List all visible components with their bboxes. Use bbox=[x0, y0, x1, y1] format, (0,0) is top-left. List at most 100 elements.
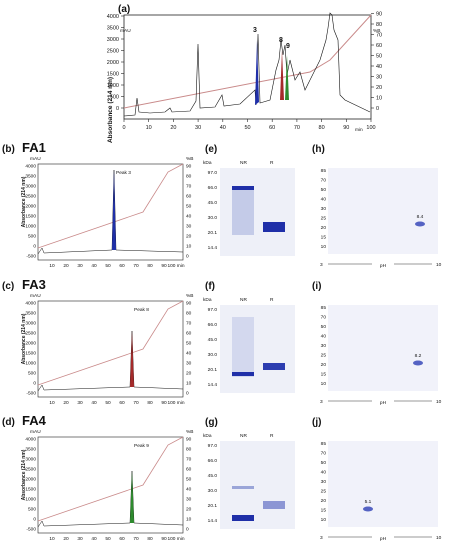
twod-y-tick: 10 bbox=[321, 517, 327, 523]
chrom-x-tick: 90 bbox=[161, 536, 167, 542]
chrom-peak-fill bbox=[130, 331, 134, 387]
chrom-y-tick: 4000 bbox=[25, 301, 36, 307]
twod-y-tick: 30 bbox=[321, 479, 327, 485]
chrom-x-tick: 70 bbox=[133, 400, 139, 406]
chrom-peak-label: Peak 9 bbox=[134, 443, 149, 449]
chrom-x-tick: 60 bbox=[119, 536, 125, 542]
gel-band-nr bbox=[232, 186, 254, 190]
chrom-frame bbox=[37, 436, 184, 534]
twod-panel-label: (h) bbox=[312, 144, 325, 155]
twod-spot bbox=[413, 360, 423, 366]
panel-a-peak3-fill bbox=[255, 40, 259, 105]
gel-lane-r: R bbox=[270, 433, 274, 439]
chrom-y2-tick: 80 bbox=[186, 174, 192, 180]
twod-y-tick: 40 bbox=[321, 334, 327, 340]
twod-y-tick: 25 bbox=[321, 489, 327, 495]
panel-a-y-tick: 0 bbox=[116, 106, 119, 112]
chrom-y2-tick: 90 bbox=[186, 437, 192, 443]
gel-image bbox=[220, 168, 295, 256]
chrom-x-tick: 40 bbox=[91, 536, 97, 542]
panel-a-y2-tick: 60 bbox=[376, 43, 382, 49]
panel-a-x-tick: 90 bbox=[343, 125, 349, 131]
chrom-y-tick: 3500 bbox=[25, 447, 36, 453]
twod-y-tick: 25 bbox=[321, 353, 327, 359]
panel-a-y-unit: mAU bbox=[120, 28, 131, 34]
chrom-x-tick: 30 bbox=[77, 536, 83, 542]
chrom-y-tick: 1000 bbox=[25, 224, 36, 230]
gel-marker: 14.4 bbox=[208, 518, 218, 524]
gel-faint-band-nr bbox=[232, 486, 254, 489]
panel-a-y2-tick: 80 bbox=[376, 22, 382, 28]
twod-panel-label: (i) bbox=[312, 281, 321, 292]
panel-a-x-unit: min bbox=[355, 127, 363, 133]
chrom-y2-tick: 50 bbox=[186, 341, 192, 347]
gel-marker: 45.0 bbox=[208, 200, 218, 206]
chrom-y-tick: 500 bbox=[28, 507, 36, 513]
chrom-y-tick: 2000 bbox=[25, 341, 36, 347]
twod-y-tick: 15 bbox=[321, 372, 327, 378]
chrom-y2-tick: 70 bbox=[186, 457, 192, 463]
gel-lane-nr: NR bbox=[240, 297, 247, 303]
panel-a-y-tick: 500 bbox=[110, 95, 119, 101]
chrom-gradient-line bbox=[37, 300, 184, 386]
twod-y-tick: 15 bbox=[321, 508, 327, 514]
twod-y-tick: 15 bbox=[321, 235, 327, 241]
gel-lane-nr: NR bbox=[240, 160, 247, 166]
panel-a-x-tick: 10 bbox=[146, 125, 152, 131]
twod-gel-j: (j) 85 70 50 40 30 25 20 15 10 5.1 3 10 pH bbox=[312, 417, 442, 542]
twod-y-tick: 85 bbox=[321, 168, 327, 174]
chrom-y2-tick: 40 bbox=[186, 487, 192, 493]
chrom-y-unit: mAU bbox=[30, 156, 41, 162]
chrom-x-tick: 30 bbox=[77, 400, 83, 406]
twod-y-tick: 85 bbox=[321, 305, 327, 311]
gel-panel-label: (g) bbox=[205, 417, 218, 428]
twod-ph-left: 3 bbox=[320, 535, 323, 541]
chrom-y2-tick: 30 bbox=[186, 224, 192, 230]
panel-a-x-tick: 80 bbox=[319, 125, 325, 131]
chrom-trace bbox=[37, 330, 184, 392]
gel-panel-label: (f) bbox=[205, 281, 215, 292]
chrom-y2-tick: 30 bbox=[186, 497, 192, 503]
chrom-y-tick: 2000 bbox=[25, 204, 36, 210]
chrom-y-tick: 3000 bbox=[25, 457, 36, 463]
chrom-y2-tick: 50 bbox=[186, 477, 192, 483]
chrom-y2-tick: 40 bbox=[186, 214, 192, 220]
panel-a-y-tick: 4000 bbox=[107, 14, 119, 20]
chrom-y-tick: -500 bbox=[26, 391, 36, 397]
gel-marker: 30.0 bbox=[208, 352, 218, 358]
twod-y-tick: 10 bbox=[321, 244, 327, 250]
chrom-title: FA3 bbox=[22, 277, 46, 292]
chrom-x-tick: 90 bbox=[161, 263, 167, 269]
chrom-y2-tick: 70 bbox=[186, 321, 192, 327]
gel-kda-label: kDa bbox=[203, 433, 212, 439]
panel-a-y-tick: 1500 bbox=[107, 72, 119, 78]
chrom-y2-tick: 60 bbox=[186, 467, 192, 473]
panel-a-y2-tick: 10 bbox=[376, 96, 382, 102]
twod-y-tick: 30 bbox=[321, 206, 327, 212]
panel-a-y-tick: 2000 bbox=[107, 60, 119, 66]
twod-y-tick: 70 bbox=[321, 451, 327, 457]
chrom-y-tick: 2500 bbox=[25, 194, 36, 200]
chrom-y2-tick: 40 bbox=[186, 351, 192, 357]
chrom-x-unit: 100 min bbox=[167, 536, 184, 542]
panel-a-y2-tick: 20 bbox=[376, 85, 382, 91]
chrom-x-tick: 40 bbox=[91, 263, 97, 269]
twod-gel-i: (i) 85 70 50 40 30 25 20 15 10 8.2 3 10 pH bbox=[312, 281, 442, 406]
chrom-y-tick: 2500 bbox=[25, 331, 36, 337]
twod-gel-image bbox=[328, 305, 438, 391]
panel-a-peak3-label: 3 bbox=[253, 27, 257, 34]
chrom-x-tick: 50 bbox=[105, 263, 111, 269]
chrom-y-tick: 3000 bbox=[25, 184, 36, 190]
chrom-y-tick: 4000 bbox=[25, 437, 36, 443]
chrom-y2-tick: 20 bbox=[186, 371, 192, 377]
chrom-peak-label: Peak 8 bbox=[134, 307, 149, 313]
gel-image bbox=[220, 441, 295, 529]
panel-a-y-label: Absorbance (214 nm) bbox=[107, 77, 114, 143]
twod-y-tick: 10 bbox=[321, 381, 327, 387]
twod-y-tick: 40 bbox=[321, 197, 327, 203]
twod-y-tick: 20 bbox=[321, 498, 327, 504]
gel-image bbox=[220, 305, 295, 393]
chrom-x-tick: 30 bbox=[77, 263, 83, 269]
chrom-panel-label: (c) bbox=[2, 281, 14, 292]
chrom-x-tick: 80 bbox=[147, 400, 153, 406]
